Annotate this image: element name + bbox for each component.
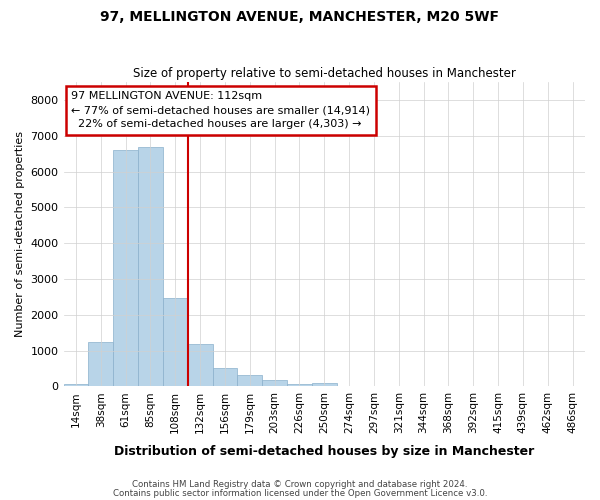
X-axis label: Distribution of semi-detached houses by size in Manchester: Distribution of semi-detached houses by … [114, 444, 535, 458]
Bar [163, 298, 188, 386]
Bar [64, 384, 88, 386]
Bar [88, 342, 113, 386]
Bar [212, 368, 238, 386]
Bar [312, 383, 337, 386]
Text: 97 MELLINGTON AVENUE: 112sqm
← 77% of semi-detached houses are smaller (14,914)
: 97 MELLINGTON AVENUE: 112sqm ← 77% of se… [71, 91, 370, 129]
Bar [238, 374, 262, 386]
Bar [262, 380, 287, 386]
Y-axis label: Number of semi-detached properties: Number of semi-detached properties [15, 131, 25, 337]
Text: Contains public sector information licensed under the Open Government Licence v3: Contains public sector information licen… [113, 490, 487, 498]
Bar [188, 344, 212, 387]
Title: Size of property relative to semi-detached houses in Manchester: Size of property relative to semi-detach… [133, 66, 516, 80]
Bar [113, 150, 138, 386]
Text: 97, MELLINGTON AVENUE, MANCHESTER, M20 5WF: 97, MELLINGTON AVENUE, MANCHESTER, M20 5… [101, 10, 499, 24]
Text: Contains HM Land Registry data © Crown copyright and database right 2024.: Contains HM Land Registry data © Crown c… [132, 480, 468, 489]
Bar [138, 147, 163, 386]
Bar [287, 384, 312, 386]
